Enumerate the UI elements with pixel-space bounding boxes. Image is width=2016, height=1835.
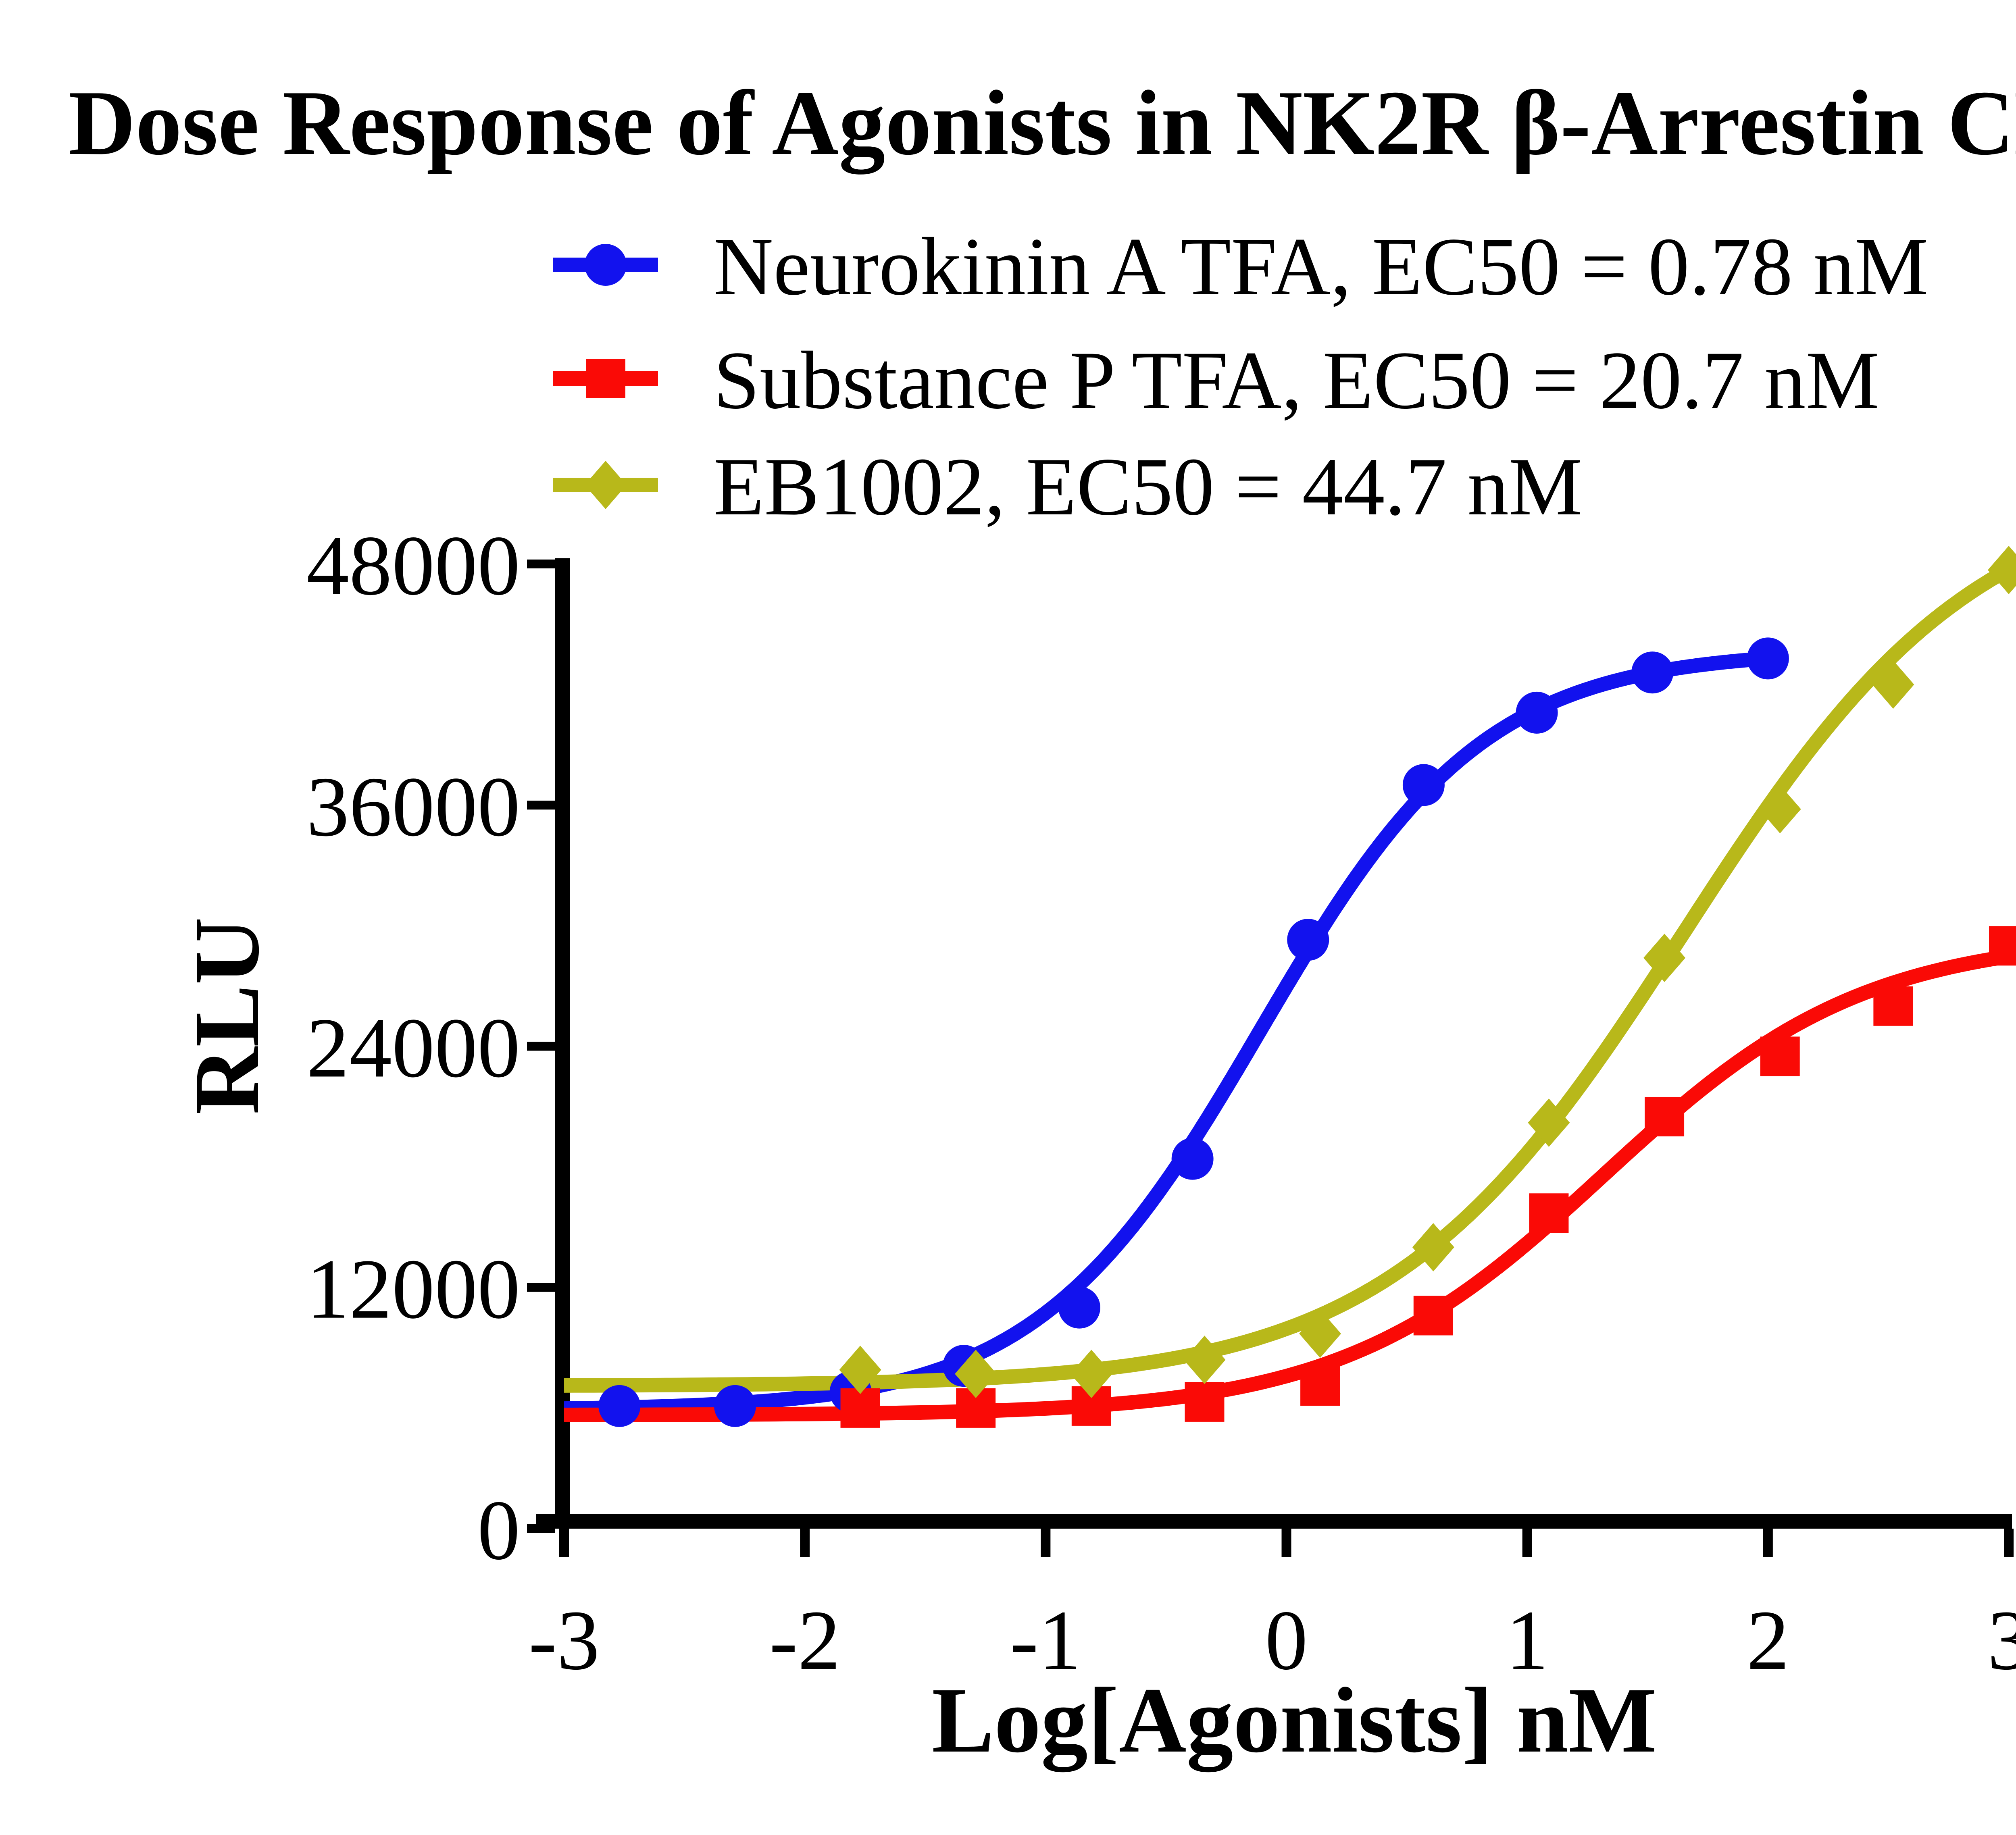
legend-row-substance-p: Substance P TFA, EC50 = 20.7 nM: [553, 335, 1879, 426]
fit-curve-substance-p-tfa: [564, 949, 2010, 1422]
marker-diamond: [1299, 1309, 1341, 1358]
y-axis-spine: [555, 558, 570, 1529]
marker-circle: [1747, 637, 1789, 680]
y-tick-label: 48000: [306, 518, 520, 613]
fit-curve-neurokinin-a-tfa: [564, 651, 1769, 1416]
marker-square: [1873, 986, 1913, 1026]
marker-diamond: [955, 1350, 997, 1398]
marker-diamond: [1759, 785, 1801, 834]
x-tick: [1281, 1529, 1291, 1557]
marker-square: [1413, 1296, 1453, 1336]
marker-circle: [1058, 1286, 1100, 1329]
y-tick-label: 24000: [306, 1001, 520, 1095]
marker-square: [1185, 1382, 1225, 1422]
legend-label: Neurokinin A TFA, EC50 = 0.78 nM: [714, 221, 1928, 312]
y-tick: [527, 1524, 555, 1533]
marker-square: [1529, 1193, 1569, 1233]
x-axis-spine: [536, 1514, 2012, 1529]
y-tick: [527, 1283, 555, 1292]
x-tick-label: 0: [1265, 1593, 1308, 1687]
legend-row-eb1002: EB1002, EC50 = 44.7 nM: [553, 441, 1582, 533]
y-tick: [527, 1042, 555, 1051]
y-tick: [527, 801, 555, 810]
legend: Neurokinin A TFA, EC50 = 0.78 nM Substan…: [553, 221, 1928, 533]
marker-diamond: [1988, 545, 2016, 594]
x-tick: [1522, 1529, 1532, 1557]
axes: 0 12000 24000 36000 48000 -3 -2 -1 0 1 2 3: [306, 518, 2016, 1687]
legend-row-neurokinin: Neurokinin A TFA, EC50 = 0.78 nM: [553, 221, 1928, 312]
x-tick: [800, 1529, 810, 1557]
chart-title: Dose Response of Agonists in NK2R β-Arre…: [69, 71, 2016, 175]
marker-square: [1760, 1036, 1800, 1076]
marker-circle: [1402, 764, 1445, 806]
x-tick: [2004, 1529, 2014, 1557]
x-tick: [559, 1529, 569, 1557]
legend-label: Substance P TFA, EC50 = 20.7 nM: [714, 335, 1879, 426]
x-tick-label: 1: [1506, 1593, 1549, 1687]
y-axis-title: RLU: [175, 917, 279, 1115]
marker-diamond: [1412, 1223, 1454, 1272]
marker-circle: [714, 1385, 756, 1427]
marker-diamond: [1872, 660, 1914, 709]
y-tick: [527, 560, 555, 568]
x-tick: [1763, 1529, 1773, 1557]
x-axis-title: Log[Agonists] nM: [932, 1669, 1657, 1772]
marker-circle: [1516, 691, 1558, 734]
marker-square: [1645, 1096, 1685, 1136]
marker-diamond: [1070, 1350, 1112, 1398]
x-tick-label: 3: [1987, 1593, 2016, 1687]
legend-diamond-marker-icon: [585, 461, 627, 509]
legend-square-marker-icon: [586, 359, 625, 398]
x-tick-label: -3: [529, 1593, 600, 1687]
legend-circle-marker-icon: [585, 244, 627, 286]
legend-label: EB1002, EC50 = 44.7 nM: [714, 441, 1582, 533]
marker-diamond: [1528, 1098, 1570, 1147]
marker-square: [1300, 1366, 1340, 1406]
marker-square: [840, 1388, 880, 1428]
y-tick-label: 12000: [306, 1242, 520, 1336]
plot-area: [564, 545, 2016, 1428]
marker-diamond: [1183, 1336, 1226, 1384]
marker-diamond: [839, 1346, 881, 1394]
marker-circle: [1631, 651, 1674, 694]
marker-circle: [1171, 1138, 1214, 1180]
marker-square: [1989, 926, 2016, 966]
x-tick-label: 2: [1747, 1593, 1789, 1687]
y-tick-label: 0: [477, 1483, 520, 1577]
x-tick-label: -2: [769, 1593, 841, 1687]
x-tick-label: -1: [1010, 1593, 1081, 1687]
y-tick-label: 36000: [306, 759, 520, 854]
marker-circle: [598, 1385, 641, 1427]
marker-diamond: [1643, 934, 1686, 982]
x-tick: [1041, 1529, 1051, 1557]
marker-circle: [1287, 919, 1329, 961]
